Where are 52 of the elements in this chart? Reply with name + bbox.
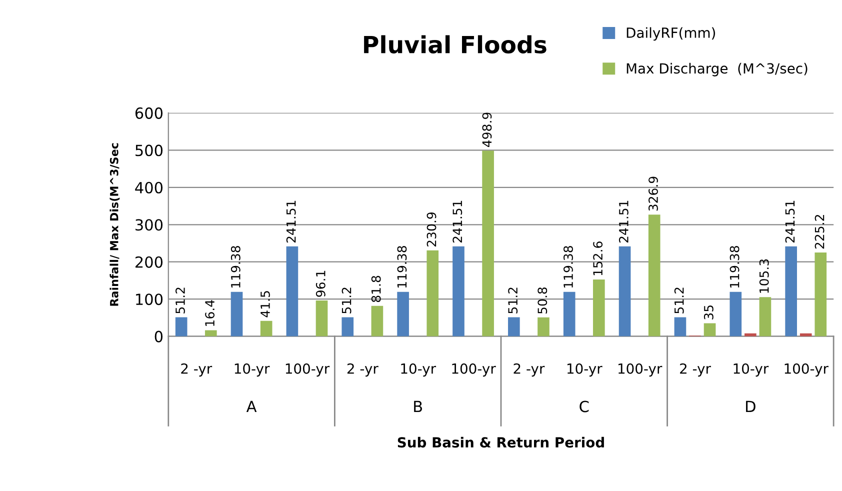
data-label: 498.9 xyxy=(482,112,492,147)
x-tick-label: 10-yr xyxy=(567,363,602,377)
x-tick-label: 100-yr xyxy=(784,363,828,377)
data-label: 241.51 xyxy=(618,200,628,243)
data-label: 16.4 xyxy=(205,300,215,326)
data-label: 241.51 xyxy=(452,200,462,243)
data-label: 119.38 xyxy=(397,246,407,288)
x-tick-label: 2 -yr xyxy=(181,363,212,377)
x-tick-label: 100-yr xyxy=(286,363,330,377)
data-label: 119.38 xyxy=(564,246,573,288)
data-label: 119.38 xyxy=(730,246,740,288)
x-tick-label: 10-yr xyxy=(234,363,270,377)
x-tick-label: 2 -yr xyxy=(347,363,378,377)
y-tick-label: 400 xyxy=(135,182,163,194)
y-tick-label: 300 xyxy=(136,219,163,231)
x-tick-label: 10-yr xyxy=(401,363,436,377)
text: D xyxy=(746,400,756,412)
x-tick-label: 2 -yr xyxy=(514,363,545,377)
y-tick-label: 0 xyxy=(154,330,163,342)
x-axis-title: Sub Basin & Return Period xyxy=(398,436,604,448)
y-axis-title: Rainfall/ Max Dis(M^3/Sec xyxy=(110,143,120,306)
legend-label: DailyRF(mm) xyxy=(626,27,716,41)
text: C xyxy=(580,400,589,412)
data-label: 51.2 xyxy=(674,288,684,314)
data-label: 105.3 xyxy=(759,259,769,293)
chart-title: Pluvial Floods xyxy=(364,35,546,54)
data-label: 96.1 xyxy=(316,270,326,297)
legend-label: Max Discharge (M^3/sec) xyxy=(626,62,808,76)
data-label: 152.6 xyxy=(593,242,603,276)
data-label: 35 xyxy=(704,306,714,320)
data-label: 326.9 xyxy=(648,176,658,211)
text: A xyxy=(246,400,257,412)
data-label: 51.2 xyxy=(342,288,352,314)
y-tick-label: 500 xyxy=(136,144,163,156)
data-label: 81.8 xyxy=(371,276,381,302)
data-label: 51.2 xyxy=(508,288,518,314)
data-label: 225.2 xyxy=(814,214,824,249)
x-tick-label: 100-yr xyxy=(452,363,496,377)
data-label: 241.51 xyxy=(785,200,795,243)
data-label: 119.38 xyxy=(230,246,240,288)
text: B xyxy=(414,400,422,412)
y-tick-label: 600 xyxy=(135,107,163,119)
x-tick-label: 10-yr xyxy=(734,363,769,377)
x-tick-label: 100-yr xyxy=(618,363,662,377)
data-label: 51.2 xyxy=(176,288,185,314)
data-label: 50.8 xyxy=(538,287,548,314)
y-tick-label: 100 xyxy=(136,294,163,306)
data-label: 230.9 xyxy=(426,212,436,246)
x-tick-label: 2 -yr xyxy=(680,363,711,377)
data-label: 241.51 xyxy=(286,200,296,243)
y-tick-label: 200 xyxy=(135,256,163,268)
data-label: 41.5 xyxy=(260,291,270,318)
